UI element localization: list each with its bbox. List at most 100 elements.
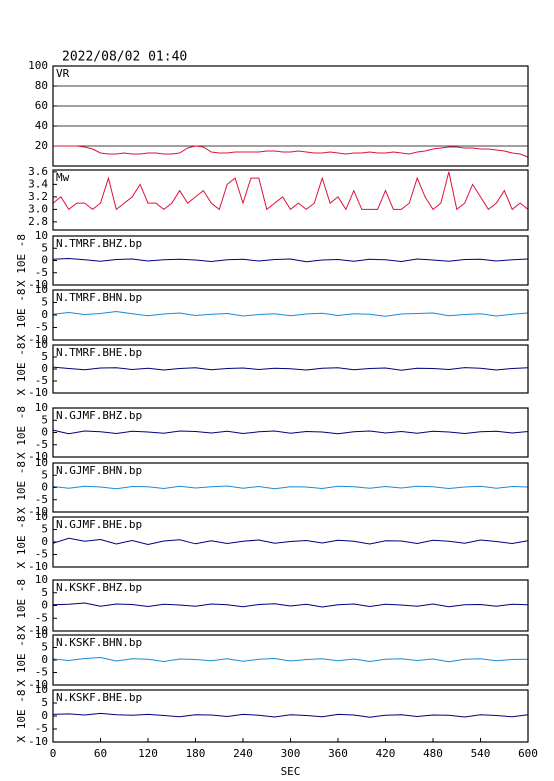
y-tick-label: 10: [35, 456, 48, 469]
y-tick-label: -5: [35, 438, 48, 451]
trace-line: [52, 310, 529, 317]
x-tick-label: 180: [186, 747, 206, 760]
chart-title: 2022/08/02 01:40: [62, 50, 187, 65]
y-tick-label: 5: [41, 296, 48, 309]
panel-frame: [52, 634, 529, 686]
y-axis-title: X 10E -8: [15, 690, 28, 743]
y-tick-label: -10: [28, 560, 48, 573]
y-tick-label: 0: [41, 709, 48, 722]
y-tick-label: -10: [28, 624, 48, 637]
trace-line: [52, 712, 529, 718]
panel-label: N.GJMF.BHE.bp: [56, 518, 142, 531]
trace-line: [53, 145, 529, 158]
y-tick-label: 5: [41, 523, 48, 536]
x-tick-label: 60: [94, 747, 107, 760]
y-tick-label: 20: [35, 139, 48, 152]
y-tick-label: -10: [28, 333, 48, 346]
y-tick-label: 10: [35, 628, 48, 641]
y-tick-label: 5: [41, 586, 48, 599]
x-tick-label: 0: [50, 747, 57, 760]
y-tick-label: 80: [35, 79, 48, 92]
panel-label: N.KSKF.BHN.bp: [56, 636, 142, 649]
x-tick-label: 480: [423, 747, 443, 760]
x-tick-label: 360: [328, 747, 348, 760]
y-axis-title: X 10E -8: [15, 406, 28, 459]
x-tick-label: 300: [281, 747, 301, 760]
panel-frame: [52, 579, 529, 632]
y-tick-label: 10: [35, 401, 48, 414]
x-tick-label: 240: [233, 747, 253, 760]
y-tick-label: -10: [28, 505, 48, 518]
x-axis-title: SEC: [281, 765, 301, 778]
y-tick-label: 10: [35, 683, 48, 696]
x-tick-label: 540: [471, 747, 491, 760]
y-tick-label: -10: [28, 278, 48, 291]
y-tick-label: 10: [35, 573, 48, 586]
y-tick-label: -5: [35, 374, 48, 387]
y-tick-label: -5: [35, 666, 48, 679]
panel-frame: [52, 407, 529, 458]
panel-label: N.GJMF.BHZ.bp: [56, 409, 142, 422]
y-tick-label: 10: [35, 338, 48, 351]
y-tick-label: 3.0: [28, 202, 48, 215]
y-tick-label: -10: [28, 735, 48, 748]
y-tick-label: -5: [35, 493, 48, 506]
trace-line: [52, 537, 529, 546]
y-tick-label: -10: [28, 386, 48, 399]
panel-label: N.KSKF.BHZ.bp: [56, 581, 142, 594]
y-tick-label: 0: [41, 362, 48, 375]
y-tick-label: -5: [35, 266, 48, 279]
y-tick-label: 0: [41, 599, 48, 612]
y-tick-label: 0: [41, 535, 48, 548]
panel-label: N.TMRF.BHE.bp: [56, 346, 142, 359]
y-tick-label: -5: [35, 321, 48, 334]
y-tick-label: 3.2: [28, 190, 48, 203]
y-tick-label: 10: [35, 229, 48, 242]
panel-frame: [52, 235, 529, 286]
y-tick-label: -10: [28, 678, 48, 691]
y-tick-label: 60: [35, 99, 48, 112]
x-tick-label: 420: [376, 747, 396, 760]
y-axis-title: X 10E -8: [15, 461, 28, 514]
panel-frame: [52, 462, 529, 513]
y-tick-label: 10: [35, 510, 48, 523]
y-axis-title: X 10E -8: [15, 634, 28, 687]
panel-label: N.TMRF.BHZ.bp: [56, 237, 142, 250]
y-tick-label: 5: [41, 641, 48, 654]
y-axis-title: X 10E -8: [15, 234, 28, 287]
trace-line: [52, 257, 529, 263]
x-tick-label: 600: [518, 747, 538, 760]
x-tick-label: 120: [138, 747, 158, 760]
panel-frame: [52, 289, 529, 341]
y-tick-label: -10: [28, 450, 48, 463]
panel-label: VR: [56, 67, 70, 80]
y-tick-label: 5: [41, 468, 48, 481]
y-tick-label: 0: [41, 481, 48, 494]
y-axis-title: X 10E -8: [15, 343, 28, 396]
y-tick-label: 0: [41, 308, 48, 321]
y-tick-label: -5: [35, 611, 48, 624]
y-tick-label: 40: [35, 119, 48, 132]
y-axis-title: X 10E -8: [15, 516, 28, 569]
trace-line: [52, 366, 529, 371]
trace-line: [52, 656, 529, 663]
y-axis-title: X 10E -8: [15, 289, 28, 342]
y-tick-label: -5: [35, 722, 48, 735]
panel-frame: [52, 65, 529, 167]
panel-label: N.KSKF.BHE.bp: [56, 691, 142, 704]
panel-frame: [52, 516, 529, 568]
y-tick-label: 100: [28, 59, 48, 72]
y-axis-title: X 10E -8: [15, 579, 28, 632]
y-tick-label: 3.6: [28, 165, 48, 178]
trace-line: [52, 429, 529, 435]
trace-line: [52, 602, 529, 608]
y-tick-label: 10: [35, 283, 48, 296]
y-tick-label: 0: [41, 426, 48, 439]
y-tick-label: 5: [41, 413, 48, 426]
y-tick-label: 0: [41, 653, 48, 666]
y-tick-label: 2.8: [28, 215, 48, 228]
panel-frame: [52, 169, 529, 231]
y-tick-label: 3.4: [28, 177, 48, 190]
panel-label: N.TMRF.BHN.bp: [56, 291, 142, 304]
